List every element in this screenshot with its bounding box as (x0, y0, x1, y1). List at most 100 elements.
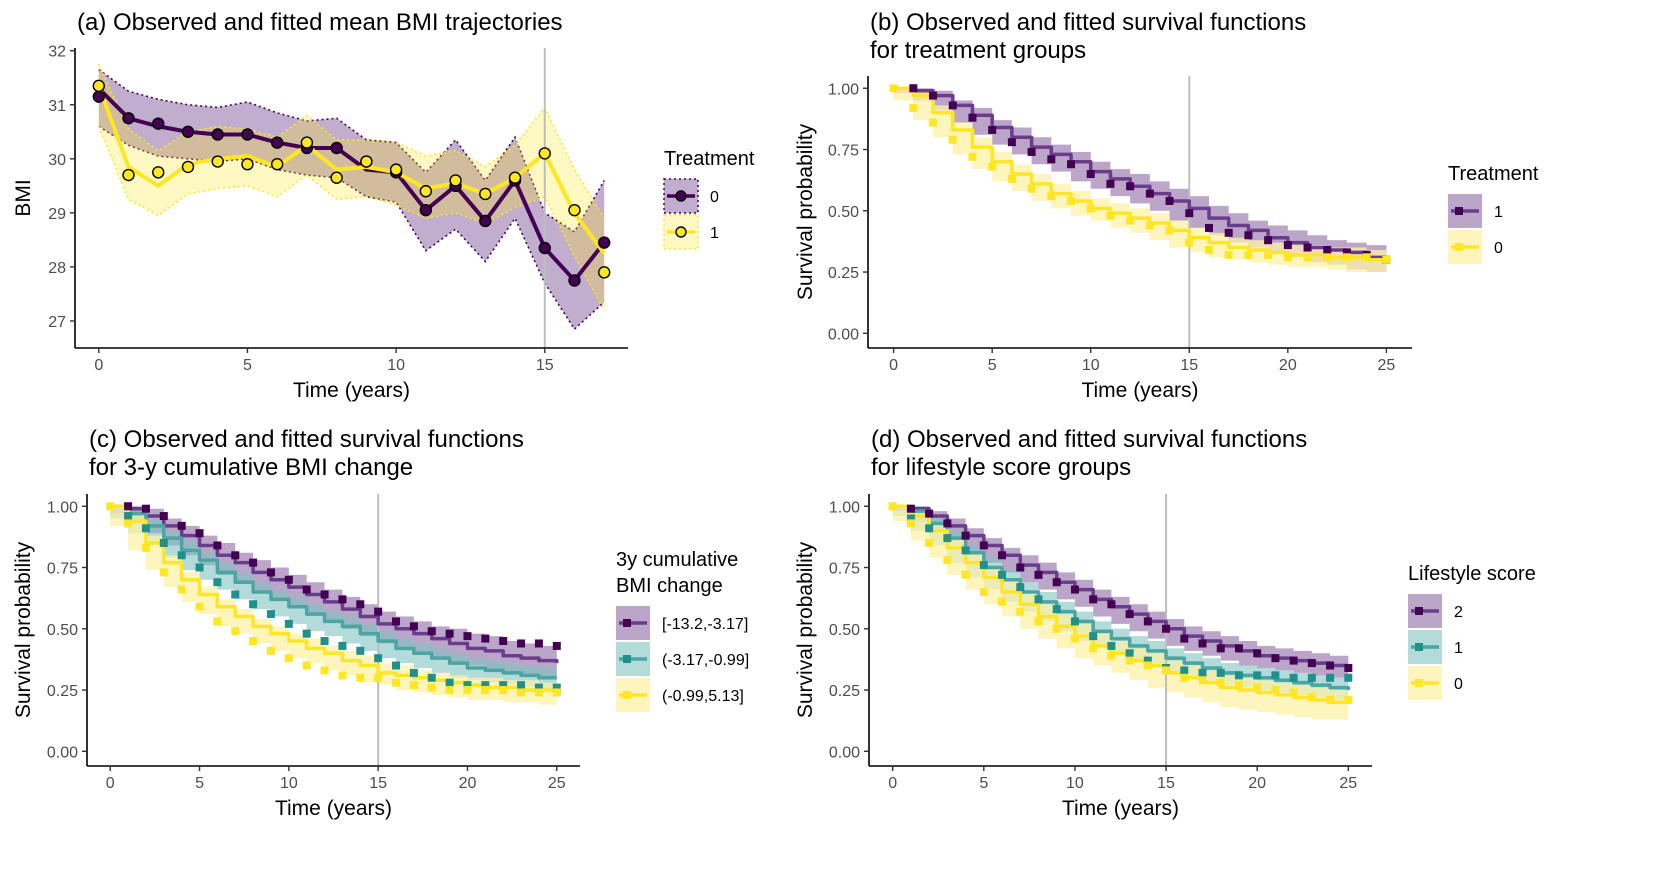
observed-point-b-1 (1007, 138, 1016, 147)
observed-point-b-0 (1047, 192, 1056, 201)
observed-point-c-(-0.99,5.13] (302, 661, 311, 670)
observed-point-d-1 (961, 546, 970, 555)
observed-point-d-2 (943, 519, 952, 528)
legend-key-point (675, 226, 687, 238)
observed-point-d-0 (925, 539, 934, 548)
legend-label: (-3.17,-0.99] (662, 652, 749, 669)
observed-point-c-(-3.17,-0.99] (284, 619, 293, 628)
observed-point-d-1 (1089, 632, 1098, 641)
observed-point-d-2 (1162, 624, 1171, 633)
observed-point-d-2 (1125, 610, 1134, 619)
observed-point-d-0 (1216, 678, 1225, 687)
ribbon-c-[-13.2,-3.17] (110, 506, 557, 678)
observed-point-c-(-0.99,5.13] (517, 688, 526, 697)
legend-label: [-13.2,-3.17] (662, 616, 748, 633)
panel-c-title-line2: for 3-y cumulative BMI change (89, 454, 413, 481)
observed-point-b-1 (948, 101, 957, 110)
y-tick-label: 1.00 (828, 81, 859, 98)
observed-point-d-2 (1034, 570, 1043, 579)
observed-point-c-(-0.99,5.13] (284, 654, 293, 663)
observed-point-d-1 (1253, 671, 1262, 680)
y-tick-label: 0.75 (829, 561, 860, 578)
observed-point-c-(-3.17,-0.99] (159, 539, 168, 548)
observed-point-b-0 (1323, 253, 1332, 262)
observed-point-c-[-13.2,-3.17] (124, 502, 133, 511)
ribbon-upper-a-1 (98, 63, 605, 219)
legend-label: 0 (710, 189, 719, 206)
observed-point-d-0 (1089, 644, 1098, 653)
observed-point-c-(-0.99,5.13] (552, 688, 561, 697)
y-tick-label: 1.00 (829, 499, 860, 516)
observed-point-b-1 (988, 125, 997, 134)
x-tick-label: 10 (1082, 357, 1100, 374)
observed-point-d-2 (961, 531, 970, 540)
observed-point-d-0 (1253, 683, 1262, 692)
observed-point-d-0 (1162, 666, 1171, 675)
observed-point-d-0 (1271, 686, 1280, 695)
observed-point-d-2 (1344, 663, 1353, 672)
ribbon-lower-a-0 (98, 125, 605, 331)
panel-a: (a) Observed and fitted mean BMI traject… (12, 9, 755, 402)
observed-point-c-(-0.99,5.13] (195, 602, 204, 611)
observed-point-b-1 (929, 91, 938, 100)
legend-label: 1 (1454, 640, 1463, 657)
observed-point-d-1 (906, 514, 915, 523)
observed-point-c-[-13.2,-3.17] (284, 575, 293, 584)
observed-point-c-(-3.17,-0.99] (266, 610, 275, 619)
ribbon-a-1 (98, 64, 605, 311)
observed-point-d-0 (1307, 693, 1316, 702)
observed-point-b-1 (1027, 147, 1036, 156)
observed-point-d-2 (979, 541, 988, 550)
panel-c-title: (c) Observed and fitted survival functio… (89, 426, 524, 453)
panel-b-title: (b) Observed and fitted survival functio… (870, 9, 1306, 36)
observed-point-c-[-13.2,-3.17] (159, 512, 168, 521)
observed-point-c-[-13.2,-3.17] (195, 529, 204, 538)
observed-point-b-0 (1145, 221, 1154, 230)
observed-point-d-2 (1289, 656, 1298, 665)
legend-key-point (1415, 679, 1423, 687)
y-tick-label: 31 (48, 98, 66, 115)
observed-point-c-[-13.2,-3.17] (481, 634, 490, 643)
observed-point-d-1 (1070, 617, 1079, 626)
observed-point-d-2 (1107, 600, 1116, 609)
observed-point-c-[-13.2,-3.17] (534, 639, 543, 648)
observed-point-a-0 (241, 128, 254, 141)
legend-title-line2: BMI change (616, 575, 723, 597)
observed-point-b-1 (1323, 245, 1332, 254)
legend-key-point (623, 691, 631, 699)
observed-point-d-1 (1344, 673, 1353, 682)
observed-point-c-(-3.17,-0.99] (463, 681, 472, 690)
observed-point-c-[-13.2,-3.17] (356, 600, 365, 609)
observed-point-start-d (888, 502, 897, 511)
x-tick-label: 0 (94, 357, 103, 374)
observed-point-d-1 (1052, 605, 1061, 614)
observed-point-b-0 (1204, 245, 1213, 254)
observed-point-c-(-3.17,-0.99] (427, 673, 436, 682)
observed-point-c-[-13.2,-3.17] (392, 617, 401, 626)
observed-point-a-1 (122, 168, 135, 182)
observed-point-b-1 (1283, 241, 1292, 250)
y-tick-label: 32 (48, 44, 66, 61)
x-tick-label: 10 (280, 775, 298, 792)
legend-b: Treatment 1 0 (1448, 163, 1539, 264)
observed-point-c-(-3.17,-0.99] (481, 681, 490, 690)
observed-point-c-[-13.2,-3.17] (338, 595, 347, 604)
y-tick-label: 0.75 (47, 561, 78, 578)
observed-point-b-0 (1165, 226, 1174, 235)
x-tick-label: 15 (1180, 357, 1198, 374)
observed-point-c-[-13.2,-3.17] (409, 622, 418, 631)
observed-point-c-(-0.99,5.13] (141, 543, 150, 552)
y-tick-label: 0.50 (828, 204, 859, 221)
observed-point-a-1 (211, 155, 224, 168)
observed-point-d-0 (1289, 688, 1298, 697)
observed-point-b-0 (988, 162, 997, 171)
observed-point-c-[-13.2,-3.17] (463, 632, 472, 641)
legend-label: 1 (710, 225, 719, 242)
observed-point-c-(-0.99,5.13] (159, 568, 168, 577)
observed-point-d-1 (1234, 671, 1243, 680)
observed-point-c-[-13.2,-3.17] (427, 627, 436, 636)
observed-point-c-[-13.2,-3.17] (552, 641, 561, 650)
y-axis-label-b: Survival probability (794, 123, 817, 300)
observed-point-c-(-0.99,5.13] (266, 646, 275, 655)
observed-point-a-1 (330, 171, 343, 184)
